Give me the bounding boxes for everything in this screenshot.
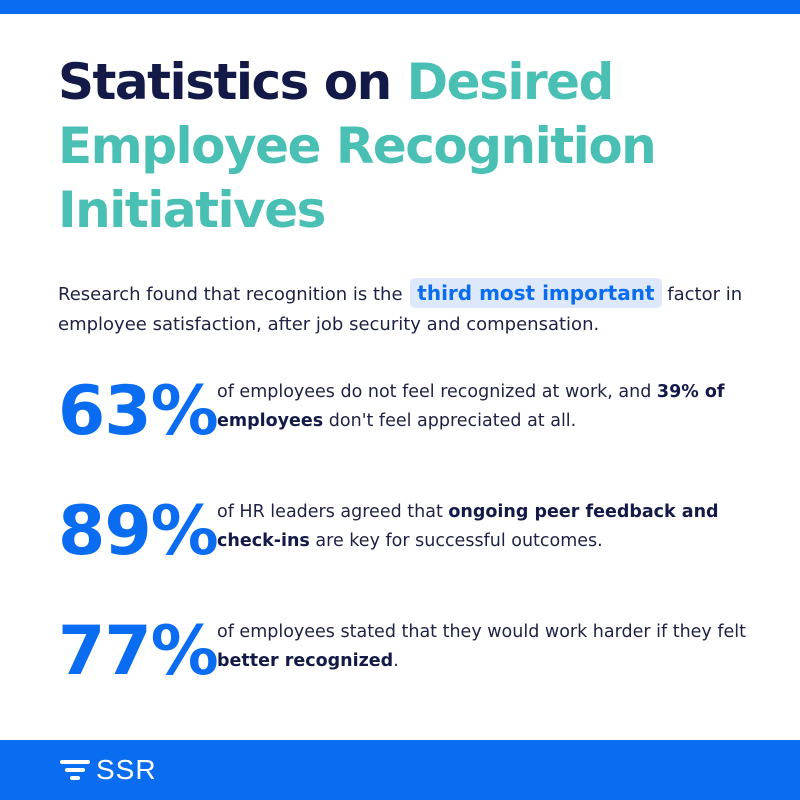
stat-number: 77% xyxy=(58,612,219,691)
intro-highlight: third most important xyxy=(410,278,662,308)
ssr-logo: SSR xyxy=(60,754,157,786)
stat-bold-text: better recognized xyxy=(217,651,394,671)
stat-text: are key for successful outcomes. xyxy=(309,531,603,551)
intro-paragraph: Research found that recognition is the t… xyxy=(58,278,758,340)
stat-text: of HR leaders agreed that xyxy=(217,502,449,522)
stat-text: . xyxy=(393,651,399,671)
footer-bar: SSR xyxy=(0,740,800,800)
stat-block-1: 63% of employees do not feel recognized … xyxy=(58,372,758,462)
stat-text: of employees stated that they would work… xyxy=(217,622,746,642)
title-part-dark: Statistics on xyxy=(58,53,407,111)
intro-text-before: Research found that recognition is the xyxy=(58,284,409,305)
stat-block-3: 77% of employees stated that they would … xyxy=(58,612,758,702)
ssr-logo-icon xyxy=(60,760,90,780)
top-accent-bar xyxy=(0,0,800,14)
stat-description: of employees stated that they would work… xyxy=(217,618,757,676)
stat-bold-text: 39% of employees xyxy=(217,382,725,431)
stat-number: 89% xyxy=(58,492,219,571)
page-title: Statistics on Desired Employee Recogniti… xyxy=(58,50,758,242)
logo-text: SSR xyxy=(96,754,157,785)
stat-bold-text: ongoing peer feedback and check-ins xyxy=(217,502,719,551)
stat-block-2: 89% of HR leaders agreed that ongoing pe… xyxy=(58,492,758,582)
stat-description: of employees do not feel recognized at w… xyxy=(217,378,757,436)
stat-number: 63% xyxy=(58,372,219,451)
stat-text: of employees do not feel recognized at w… xyxy=(217,382,657,402)
stat-description: of HR leaders agreed that ongoing peer f… xyxy=(217,498,757,556)
stat-text: don't feel appreciated at all. xyxy=(323,411,577,431)
intro-text-after: factor in employee satisfaction, after j… xyxy=(58,284,743,335)
title-part-teal: Desired Employee Recognition Initiatives xyxy=(58,53,657,239)
